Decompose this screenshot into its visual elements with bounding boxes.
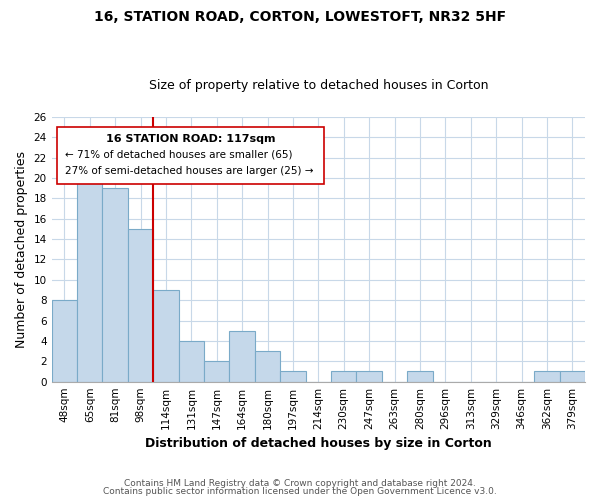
Text: Contains HM Land Registry data © Crown copyright and database right 2024.: Contains HM Land Registry data © Crown c…: [124, 478, 476, 488]
X-axis label: Distribution of detached houses by size in Corton: Distribution of detached houses by size …: [145, 437, 492, 450]
Bar: [103, 188, 128, 382]
Text: 16, STATION ROAD, CORTON, LOWESTOFT, NR32 5HF: 16, STATION ROAD, CORTON, LOWESTOFT, NR3…: [94, 10, 506, 24]
Text: ← 71% of detached houses are smaller (65): ← 71% of detached houses are smaller (65…: [65, 149, 293, 159]
Bar: [179, 341, 204, 382]
Y-axis label: Number of detached properties: Number of detached properties: [15, 150, 28, 348]
Bar: [229, 330, 255, 382]
Bar: [356, 372, 382, 382]
FancyBboxPatch shape: [57, 128, 323, 184]
Bar: [331, 372, 356, 382]
Bar: [560, 372, 585, 382]
Bar: [204, 362, 229, 382]
Text: 27% of semi-detached houses are larger (25) →: 27% of semi-detached houses are larger (…: [65, 166, 314, 176]
Title: Size of property relative to detached houses in Corton: Size of property relative to detached ho…: [149, 79, 488, 92]
Bar: [534, 372, 560, 382]
Bar: [52, 300, 77, 382]
Text: Contains public sector information licensed under the Open Government Licence v3: Contains public sector information licen…: [103, 487, 497, 496]
Bar: [77, 158, 103, 382]
Bar: [407, 372, 433, 382]
Bar: [255, 351, 280, 382]
Bar: [280, 372, 305, 382]
Text: 16 STATION ROAD: 117sqm: 16 STATION ROAD: 117sqm: [106, 134, 275, 144]
Bar: [153, 290, 179, 382]
Bar: [128, 229, 153, 382]
